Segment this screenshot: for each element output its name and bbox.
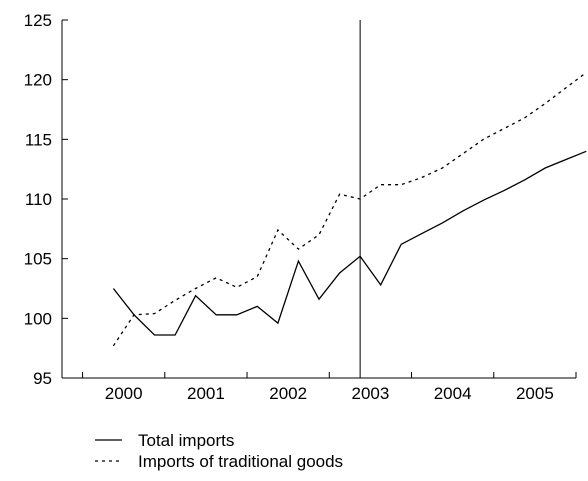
y-tick-label: 120 bbox=[24, 71, 52, 90]
x-tick-label: 2002 bbox=[269, 384, 307, 403]
y-tick-label: 100 bbox=[24, 309, 52, 328]
x-tick-label: 2001 bbox=[187, 384, 225, 403]
y-tick-label: 95 bbox=[33, 369, 52, 388]
y-tick-label: 110 bbox=[25, 190, 52, 209]
y-axis: 95 100 105 110 115 120 125 bbox=[24, 11, 68, 388]
series-line bbox=[112, 71, 587, 347]
x-tick-label: 2000 bbox=[105, 384, 143, 403]
series-line bbox=[112, 150, 587, 336]
legend-label: Imports of traditional goods bbox=[138, 452, 343, 471]
x-axis: 2000 2001 2002 2003 2004 2005 bbox=[62, 372, 577, 403]
y-tick-label: 105 bbox=[24, 250, 52, 269]
legend: Total imports Imports of traditional good… bbox=[95, 431, 343, 471]
x-tick-label: 2005 bbox=[516, 384, 554, 403]
x-tick-label: 2003 bbox=[351, 384, 389, 403]
series-group bbox=[112, 71, 587, 347]
y-tick-label: 125 bbox=[24, 11, 52, 30]
y-tick-label: 115 bbox=[25, 130, 52, 149]
x-tick-label: 2004 bbox=[434, 384, 472, 403]
legend-label: Total imports bbox=[138, 431, 234, 450]
